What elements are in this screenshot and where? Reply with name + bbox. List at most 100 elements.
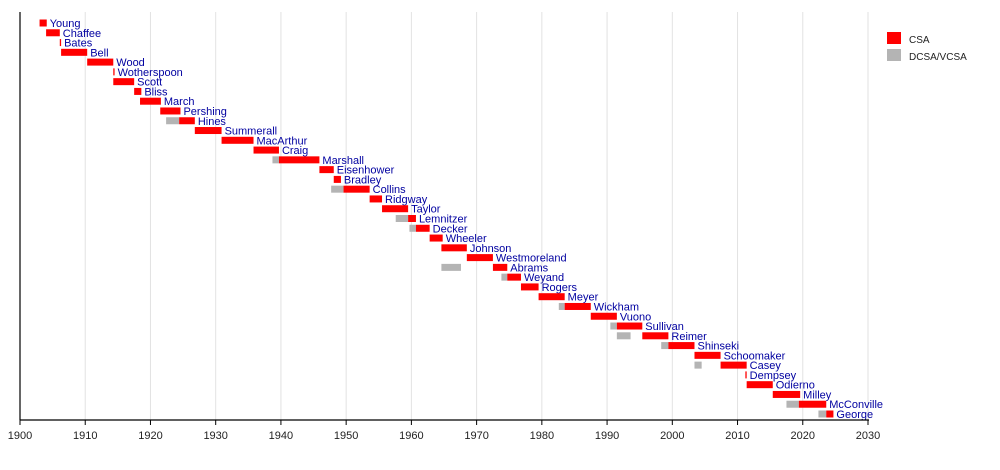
tick-label: 1980: [530, 430, 554, 442]
row-label: George: [836, 409, 873, 421]
csa-bar: [319, 166, 334, 174]
row-label: Young: [50, 18, 81, 30]
csa-bar: [61, 48, 88, 56]
row-wheeler: Wheeler: [429, 233, 487, 245]
tick-label: 1960: [399, 430, 423, 442]
csa-bar: [179, 117, 195, 125]
tick-label: 1930: [203, 430, 227, 442]
row-label: Decker: [433, 223, 468, 235]
tick-label: 2030: [856, 430, 880, 442]
row-label: Wickham: [594, 301, 639, 313]
vcsa-bar: [786, 400, 799, 408]
csa-bar: [564, 302, 591, 310]
tick-label: 2010: [725, 430, 749, 442]
row-label: MacArthur: [257, 135, 308, 147]
row-label: Bell: [90, 47, 108, 59]
row-macarthur: MacArthur: [221, 135, 308, 147]
row-label: Shinseki: [697, 341, 739, 353]
vcsa-bar: [558, 302, 565, 310]
csa-bar: [694, 351, 721, 359]
vcsa-bar: [331, 185, 344, 193]
csa-bar: [87, 58, 114, 66]
row-eisenhower: Eisenhower: [319, 165, 395, 177]
row-wood: Wood: [87, 57, 145, 69]
axes: [19, 12, 869, 421]
row-meyer: Meyer: [538, 292, 599, 304]
csa-bar: [343, 185, 370, 193]
legend-label-vcsa: DCSA/VCSA: [909, 52, 967, 63]
tick-label: 1950: [334, 430, 358, 442]
row-craig: Craig: [253, 145, 308, 157]
vcsa-bar: [409, 224, 416, 232]
row-rogers: Rogers: [520, 282, 578, 294]
row-label: Collins: [373, 184, 407, 196]
row-label: Johnson: [470, 243, 512, 255]
csa-bar: [745, 371, 747, 379]
csa-bar: [278, 156, 320, 164]
vcsa-bar: [501, 273, 508, 281]
tick-label: 1970: [464, 430, 488, 442]
csa-bar: [59, 39, 62, 47]
row-label: Bliss: [144, 86, 168, 98]
row-dempsey: Dempsey: [745, 370, 797, 382]
csa-bar: [616, 322, 643, 330]
csa-bar: [507, 273, 521, 281]
csa-bar: [221, 136, 254, 144]
vcsa-bar: [818, 410, 827, 418]
row-schoomaker: Schoomaker: [694, 350, 786, 362]
row-bates: Bates: [59, 38, 93, 50]
csa-bar: [590, 312, 617, 320]
vcsa-bar: [272, 156, 279, 164]
row-label: Wotherspoon: [118, 67, 183, 79]
row-bradley: Bradley: [333, 174, 382, 186]
row-westmoreland: Westmoreland: [466, 253, 567, 265]
row-label: Sullivan: [645, 321, 684, 333]
row-ridgway: Ridgway: [369, 194, 428, 206]
row-label: Wood: [116, 57, 145, 69]
row-march: March: [140, 96, 194, 108]
tick-label: 1910: [73, 430, 97, 442]
row-johnson: Johnson: [441, 243, 511, 255]
row-decker: Decker: [409, 223, 468, 235]
row-label: Reimer: [671, 331, 707, 343]
row-taylor: Taylor: [382, 204, 441, 216]
row-label: Weyand: [524, 272, 564, 284]
vcsa-bar: [166, 117, 180, 125]
csa-bar: [772, 390, 801, 398]
row-collins: Collins: [331, 184, 406, 196]
row-weyand: Weyand: [501, 272, 564, 284]
row-label: Casey: [750, 360, 782, 372]
csa-bar: [408, 215, 416, 222]
row-label: Bates: [64, 38, 93, 50]
row-wickham: Wickham: [558, 301, 639, 313]
row-label: Chaffee: [63, 28, 101, 40]
row-pershing: Pershing: [160, 106, 227, 118]
row-label: Ridgway: [385, 194, 428, 206]
row-label: Wheeler: [446, 233, 487, 245]
csa-bar: [642, 332, 669, 340]
csa-bar: [194, 127, 222, 135]
row-label: Milley: [803, 389, 832, 401]
row-bliss: Bliss: [134, 86, 168, 98]
row-label: Summerall: [225, 126, 278, 138]
tick-label: 2020: [791, 430, 815, 442]
row-scott: Scott: [113, 77, 162, 89]
row-label: Craig: [282, 145, 308, 157]
row-abrams: Abrams: [441, 262, 549, 274]
row-label: Lemnitzer: [419, 214, 468, 226]
row-label: Scott: [137, 77, 162, 89]
row-sullivan: Sullivan: [610, 321, 684, 333]
legend: CSA DCSA/VCSA: [887, 32, 967, 63]
row-hines: Hines: [166, 116, 226, 128]
row-label: Westmoreland: [496, 253, 567, 265]
csa-bar: [113, 78, 135, 86]
row-milley: Milley: [772, 389, 832, 401]
legend-swatch-csa: [887, 32, 901, 44]
row-george: George: [818, 409, 873, 421]
csa-bar: [113, 68, 115, 76]
csa-bar: [382, 205, 409, 213]
csa-bar: [826, 410, 834, 418]
row-label: Marshall: [322, 155, 364, 167]
